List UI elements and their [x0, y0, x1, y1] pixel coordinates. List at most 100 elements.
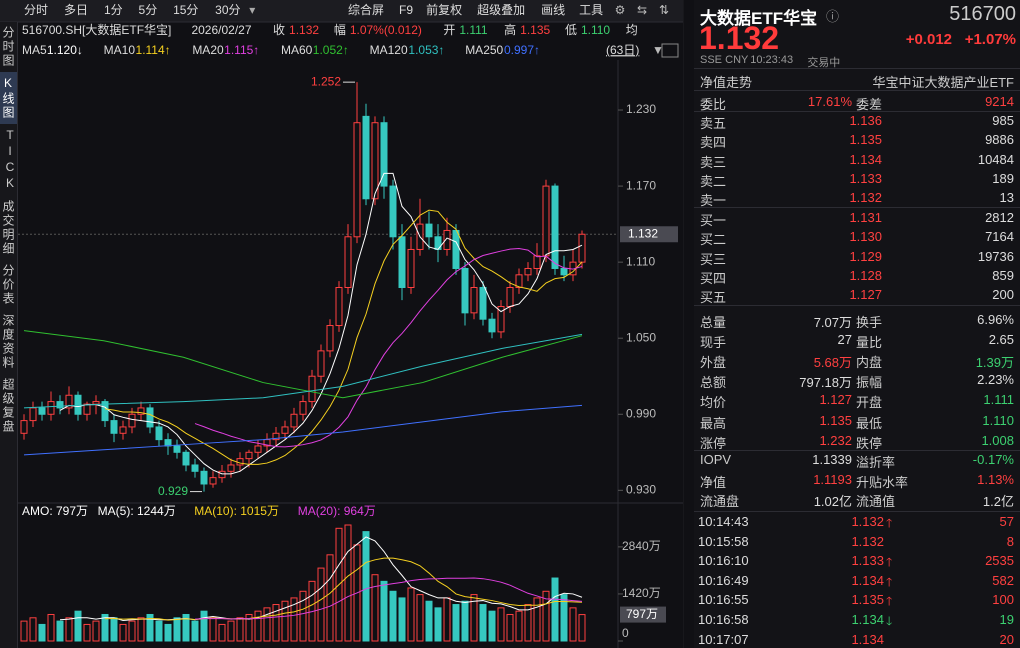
sidebar-tab[interactable]: TICK	[3, 128, 17, 192]
candle-body	[533, 255, 541, 269]
candle-body	[38, 407, 46, 415]
trade-price: 1.134	[851, 631, 884, 647]
volume-bar	[245, 613, 253, 642]
volume-tag	[620, 606, 666, 623]
volume-bar	[137, 617, 145, 642]
book-volume: 2812	[985, 210, 1014, 225]
book-label: 买一	[700, 213, 727, 228]
book-label: 卖五	[700, 116, 727, 131]
ma-value: 0.997↑	[504, 43, 540, 57]
sidebar-tab[interactable]: 分时图	[1, 26, 15, 68]
candle-body	[425, 223, 433, 238]
fund-full-name: 华宝中证大数据产业ETF	[872, 75, 1014, 90]
book-price: 1.127	[849, 287, 882, 303]
toolbar-tab[interactable]: 分时	[24, 3, 48, 17]
candle-body	[164, 439, 172, 447]
volume-ma-line	[194, 577, 583, 620]
stat-label: 最低	[856, 415, 883, 431]
volume-bar	[38, 623, 46, 642]
candle-body	[524, 267, 532, 276]
toolbar-button[interactable]: F9	[399, 3, 413, 17]
toolbar-button[interactable]: 画线	[541, 3, 565, 17]
candle-body	[254, 445, 262, 453]
fund-name: 大数据ETF华宝	[700, 9, 818, 28]
toolbar-button[interactable]: 综合屏	[348, 2, 384, 17]
toolbar-button[interactable]: 工具	[579, 3, 603, 17]
book-label: 买三	[700, 251, 727, 267]
volume-bar	[209, 617, 217, 642]
book-volume: 9886	[985, 132, 1014, 148]
stat-label: 流通值	[856, 494, 896, 510]
volume-bar	[479, 604, 487, 642]
info-icon[interactable]: ⓘ	[826, 9, 840, 24]
stat-label: 现手	[700, 335, 727, 351]
volume-bar	[227, 620, 235, 642]
ma-label: MA250	[465, 43, 503, 57]
dropdown-arrow[interactable]: ▾	[249, 3, 255, 17]
stat-label: 涨停	[700, 435, 727, 451]
ma-label: MA20	[192, 43, 224, 57]
symbol: 516700.SH[大数据ETF华宝]	[22, 22, 171, 37]
toolbar-tab[interactable]: 1分	[104, 3, 123, 17]
trade-arrow: 🡑	[886, 516, 893, 530]
sidebar-tab[interactable]: 深度资料	[1, 314, 15, 370]
book-volume: 7164	[985, 229, 1014, 245]
volume-bar	[371, 574, 379, 642]
stat-value: 797.18万	[799, 375, 852, 391]
book-volume: 10484	[977, 151, 1014, 167]
nav-tab[interactable]: 净值走势	[700, 75, 753, 90]
sidebar-tab[interactable]: K线图	[0, 72, 17, 124]
volume-bar	[272, 604, 280, 642]
date: 2026/02/27	[191, 23, 251, 37]
pane-icon[interactable]: ▼	[652, 43, 664, 57]
volume-bar	[560, 594, 568, 642]
stat-value: 6.96%	[977, 312, 1014, 327]
stat-value: 1.02亿	[813, 494, 852, 510]
trade-arrow: 🡑	[886, 555, 893, 570]
volume-bar	[452, 604, 460, 642]
candle-body	[101, 401, 109, 422]
toolbar-icon[interactable]: ⚙	[615, 3, 626, 17]
quote-panel: 大数据ETF华宝 ⓘ 516700 1.132 +0.012 +1.07% SSE CNY 10…	[694, 0, 1020, 648]
splitter[interactable]	[683, 0, 684, 648]
wp-icon[interactable]	[661, 43, 679, 58]
toolbar-button[interactable]: 超级叠加	[477, 2, 525, 17]
range-label[interactable]: (63日)	[606, 43, 639, 57]
toolbar-tab[interactable]: 5分	[139, 3, 158, 17]
trade-price: 1.133	[851, 553, 884, 569]
candle-body	[56, 401, 64, 409]
candle-body	[362, 115, 370, 200]
toolbar-tab[interactable]: 15分	[173, 3, 198, 17]
candle-body	[443, 229, 451, 250]
toolbar-button[interactable]: 前复权	[426, 2, 462, 17]
candle-body	[146, 407, 154, 428]
y-tick-label: 0.930	[626, 482, 656, 496]
book-price: 1.132	[849, 190, 882, 206]
toolbar-icon[interactable]: ⇆	[637, 3, 647, 17]
sidebar-tab[interactable]: 分价表	[1, 264, 15, 306]
volume-bar	[254, 610, 262, 642]
volume-bar	[155, 620, 163, 642]
volume-bar	[182, 613, 190, 642]
candle-body	[281, 426, 289, 434]
candle-body	[299, 401, 307, 415]
trade-price: 1.135	[851, 592, 884, 608]
candle-body	[551, 185, 559, 269]
meta: 10:23:43	[750, 54, 794, 66]
stat-label: 溢折率	[856, 455, 896, 470]
trade-time: 10:16:58	[698, 612, 749, 627]
trade-volume: 582	[992, 572, 1014, 588]
book-volume: 985	[992, 113, 1014, 128]
sidebar-tab[interactable]: 成交明细	[1, 200, 15, 256]
toolbar-tab[interactable]: 多日	[64, 3, 88, 17]
stat-value: 5.68万	[813, 355, 852, 371]
candle-body	[326, 325, 334, 352]
sidebar: 分时图 K线图 TICK 成交明细分价表深度资料超级复盘	[0, 22, 18, 648]
toolbar-icon[interactable]: ⇅	[659, 3, 669, 17]
ma-value: 1.053↑	[408, 43, 444, 57]
candle-body	[506, 287, 514, 308]
candle-body	[65, 394, 73, 409]
toolbar-tab[interactable]: 30分	[215, 3, 240, 17]
volume-bar	[344, 524, 352, 642]
sidebar-tab[interactable]: 超级复盘	[1, 378, 15, 434]
